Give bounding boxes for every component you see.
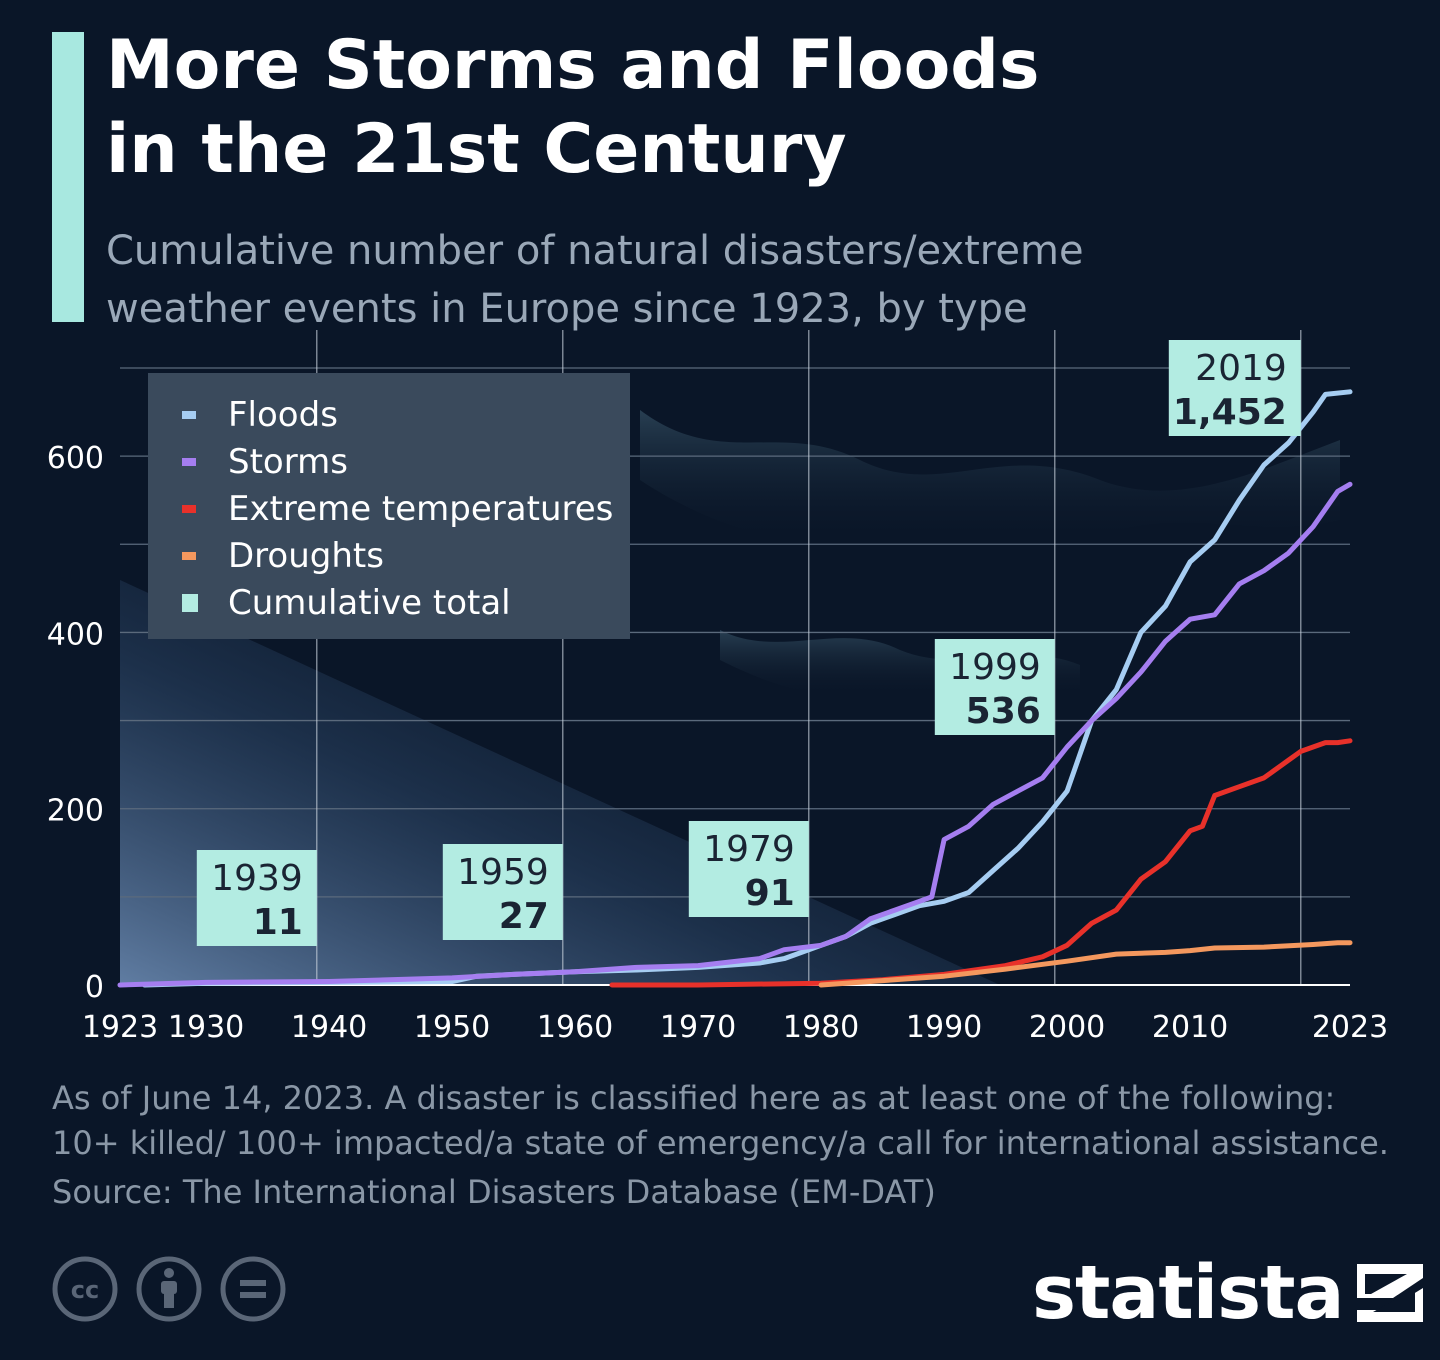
source-note: Source: The International Disasters Data…: [52, 1173, 936, 1211]
annotation-year: 1939: [211, 858, 303, 899]
series-line-droughts: [818, 940, 1353, 988]
annotation-year: 1959: [457, 852, 549, 893]
x-tick-label: 1940: [291, 1010, 367, 1045]
brand-name: statista: [1032, 1250, 1344, 1336]
annotation-year: 1979: [703, 829, 795, 870]
title-accent-bar: [52, 32, 84, 322]
x-tick-label: 1960: [537, 1010, 613, 1045]
legend-item: Droughts: [182, 533, 630, 580]
x-tick-label: 1970: [660, 1010, 736, 1045]
svg-text:cc: cc: [71, 1276, 99, 1304]
statista-logo-icon: [1357, 1264, 1424, 1322]
x-tick-label: 2000: [1029, 1010, 1105, 1045]
cc-icon[interactable]: cc: [52, 1256, 118, 1322]
legend-swatch: [182, 594, 198, 613]
attribution-icon[interactable]: [136, 1256, 202, 1322]
cloud-decoration: [640, 410, 1340, 546]
x-tick-label: 1990: [906, 1010, 982, 1045]
annotation-box-bg: [196, 850, 317, 946]
legend-item: Floods: [182, 391, 630, 438]
legend-item: Cumulative total: [182, 580, 630, 627]
footnote-line1: As of June 14, 2023. A disaster is class…: [52, 1079, 1336, 1117]
footnote: As of June 14, 2023. A disaster is class…: [52, 1076, 1412, 1215]
annotation-box-bg: [442, 844, 563, 940]
legend-label: Cumulative total: [228, 583, 511, 624]
x-tick-label: 2010: [1152, 1010, 1228, 1045]
x-tick-label: 1950: [414, 1010, 490, 1045]
chart-legend: Floods Storms Extreme temperatures Droughts…: [148, 373, 630, 639]
chart-title: More Storms and Floods in the 21st Centu…: [106, 24, 1306, 192]
chart-title-line2: in the 21st Century: [106, 110, 847, 189]
annotation-box-bg: [1168, 340, 1301, 436]
chart-subtitle-line2: weather events in Europe since 1923, by …: [106, 286, 1028, 332]
legend-label: Storms: [228, 441, 348, 482]
annotation-year: 2019: [1195, 348, 1287, 389]
x-tick-label: 1980: [783, 1010, 859, 1045]
y-tick-label: 0: [85, 970, 104, 1005]
legend-swatch: [182, 410, 196, 419]
legend-swatch: [182, 552, 196, 561]
annotation-year: 1999: [949, 647, 1041, 688]
legend-item: Storms: [182, 438, 630, 485]
x-tick-label: 1930: [168, 1010, 244, 1045]
legend-swatch: [182, 504, 196, 513]
footnote-line2: 10+ killed/ 100+ impacted/a state of eme…: [52, 1124, 1389, 1162]
chart-title-line1: More Storms and Floods: [106, 26, 1040, 105]
annotation-box-bg: [688, 821, 809, 917]
annotation-value: 1,452: [1173, 392, 1287, 433]
annotation-value: 11: [253, 902, 303, 943]
license-icons: cc: [52, 1256, 286, 1322]
annotation-value: 536: [966, 691, 1041, 732]
no-derivatives-icon[interactable]: [220, 1256, 286, 1322]
line-chart: 0 200 400 600 1923 1930 1940 1950 1960 1970 1980 19…: [47, 330, 1388, 1045]
x-tick-label: 1923: [82, 1010, 158, 1045]
annotation-value: 27: [499, 896, 549, 937]
annotation-value: 91: [745, 873, 795, 914]
legend-label: Droughts: [228, 536, 384, 577]
legend-label: Floods: [228, 394, 338, 435]
series-line-storms: [117, 481, 1353, 988]
y-tick-label: 600: [47, 441, 104, 476]
chart-subtitle: Cumulative number of natural disasters/e…: [106, 222, 1356, 338]
legend-label: Extreme temperatures: [228, 488, 614, 529]
chart-area: 0 200 400 600 1923 1930 1940 1950 1960 1970 1980 19…: [0, 330, 1440, 1060]
chart-subtitle-line1: Cumulative number of natural disasters/e…: [106, 228, 1084, 274]
legend-item: Extreme temperatures: [182, 485, 630, 532]
x-tick-label: 2023: [1312, 1010, 1388, 1045]
y-tick-label: 400: [47, 617, 104, 652]
annotation-box-bg: [934, 639, 1055, 735]
statista-brand[interactable]: statista: [1032, 1250, 1424, 1336]
legend-swatch: [182, 457, 196, 466]
y-tick-label: 200: [47, 794, 104, 829]
